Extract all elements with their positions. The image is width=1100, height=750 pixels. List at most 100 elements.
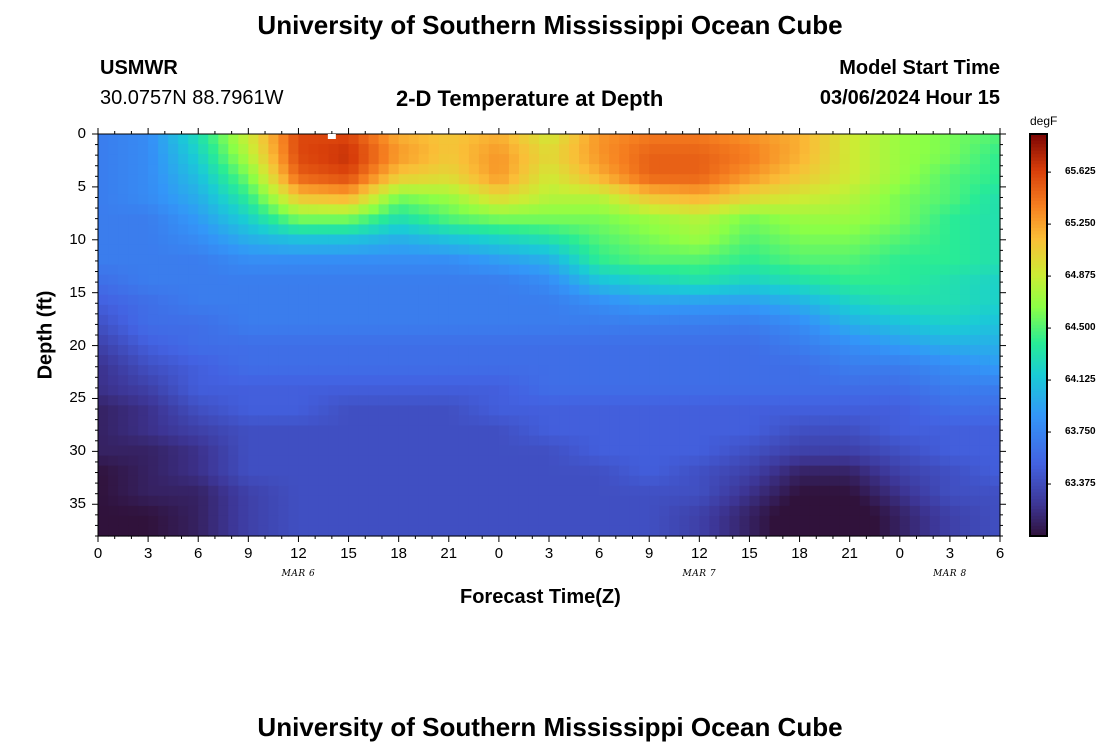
heatmap-cell xyxy=(468,174,480,185)
heatmap-cell xyxy=(268,144,279,155)
heatmap-cell xyxy=(228,164,239,175)
heatmap-cell xyxy=(368,204,380,215)
heatmap-cell xyxy=(779,234,791,246)
heatmap-cell xyxy=(288,355,300,366)
heatmap-cell xyxy=(168,495,179,507)
colorbar-segment xyxy=(1030,415,1047,420)
heatmap-cell xyxy=(168,405,179,416)
heatmap-cell xyxy=(709,455,720,467)
heatmap-cell xyxy=(749,294,761,306)
heatmap-cell xyxy=(689,324,700,336)
colorbar-segment xyxy=(1030,529,1047,534)
heatmap-cell xyxy=(538,144,550,155)
heatmap-cell xyxy=(639,254,650,266)
colorbar-segment xyxy=(1030,201,1047,205)
heatmap-cell xyxy=(338,415,350,427)
heatmap-cell xyxy=(719,224,730,236)
heatmap-cell xyxy=(709,174,720,185)
heatmap-cell xyxy=(448,244,460,256)
heatmap-cell xyxy=(949,314,961,326)
heatmap-cell xyxy=(438,294,450,306)
heatmap-cell xyxy=(719,294,730,306)
colorbar-segment xyxy=(1030,378,1047,383)
heatmap-cell xyxy=(448,204,460,215)
heatmap-cell xyxy=(689,455,700,467)
heatmap-cell xyxy=(729,395,741,406)
x-tick-label: 15 xyxy=(741,545,758,562)
heatmap-cell xyxy=(378,164,390,175)
heatmap-cell xyxy=(438,405,450,416)
heatmap-cell xyxy=(769,425,781,437)
heatmap-cell xyxy=(759,365,771,376)
heatmap-cell xyxy=(218,385,229,396)
colorbar-segment xyxy=(1030,284,1047,289)
heatmap-cell xyxy=(859,184,871,195)
colorbar-segment xyxy=(1030,261,1047,266)
heatmap-cell xyxy=(949,515,961,527)
heatmap-cell xyxy=(859,365,871,376)
heatmap-cell xyxy=(969,515,981,527)
heatmap-cell xyxy=(799,204,811,215)
heatmap-cell xyxy=(348,314,360,326)
heatmap-cell xyxy=(368,144,380,155)
heatmap-cell xyxy=(118,294,129,306)
heatmap-cell xyxy=(989,164,1001,175)
heatmap-cell xyxy=(689,375,700,386)
heatmap-cell xyxy=(118,304,129,316)
heatmap-cell xyxy=(198,375,209,386)
heatmap-cell xyxy=(368,335,380,346)
heatmap-cell xyxy=(528,365,540,376)
heatmap-cell xyxy=(579,244,590,256)
heatmap-cell xyxy=(819,174,831,185)
heatmap-cell xyxy=(288,445,300,457)
heatmap-cell xyxy=(559,395,570,406)
heatmap-cell xyxy=(168,234,179,246)
heatmap-cell xyxy=(108,244,119,256)
heatmap-cell xyxy=(148,244,159,256)
colorbar-segment xyxy=(1030,502,1047,507)
colorbar-segment xyxy=(1030,509,1047,514)
heatmap-cell xyxy=(609,345,620,356)
heatmap-cell xyxy=(849,144,861,155)
heatmap-cell xyxy=(428,425,440,437)
heatmap-cell xyxy=(378,284,390,296)
heatmap-cell xyxy=(528,174,540,185)
heatmap-cell xyxy=(248,345,259,356)
heatmap-cell xyxy=(569,214,580,226)
heatmap-cell xyxy=(899,204,911,215)
heatmap-cell xyxy=(418,324,430,336)
heatmap-cell xyxy=(238,144,249,155)
heatmap-cell xyxy=(498,244,510,256)
heatmap-cell xyxy=(138,134,149,145)
heatmap-cell xyxy=(268,214,279,226)
heatmap-cell xyxy=(659,324,670,336)
heatmap-cell xyxy=(609,385,620,396)
heatmap-cell xyxy=(639,415,650,427)
heatmap-cell xyxy=(729,355,741,366)
heatmap-cell xyxy=(639,465,650,477)
heatmap-cell xyxy=(228,284,239,296)
heatmap-cell xyxy=(959,264,971,276)
heatmap-cell xyxy=(388,194,400,205)
heatmap-cell xyxy=(288,264,300,276)
heatmap-cell xyxy=(98,375,109,386)
heatmap-cell xyxy=(268,425,279,437)
heatmap-cell xyxy=(649,304,660,316)
heatmap-cell xyxy=(759,435,771,447)
heatmap-cell xyxy=(659,445,670,457)
heatmap-cell xyxy=(398,274,410,286)
heatmap-cell xyxy=(528,465,540,477)
heatmap-cell xyxy=(599,144,610,155)
heatmap-cell xyxy=(398,415,410,427)
heatmap-cell xyxy=(198,254,209,266)
heatmap-cell xyxy=(308,495,320,507)
heatmap-cell xyxy=(428,254,440,266)
colorbar-segment xyxy=(1030,381,1047,386)
heatmap-cell xyxy=(599,174,610,185)
heatmap-cell xyxy=(659,164,670,175)
heatmap-cell xyxy=(579,355,590,366)
heatmap-cell xyxy=(829,144,841,155)
heatmap-cell xyxy=(198,164,209,175)
heatmap-cell xyxy=(538,304,550,316)
colorbar-segment xyxy=(1030,227,1047,232)
